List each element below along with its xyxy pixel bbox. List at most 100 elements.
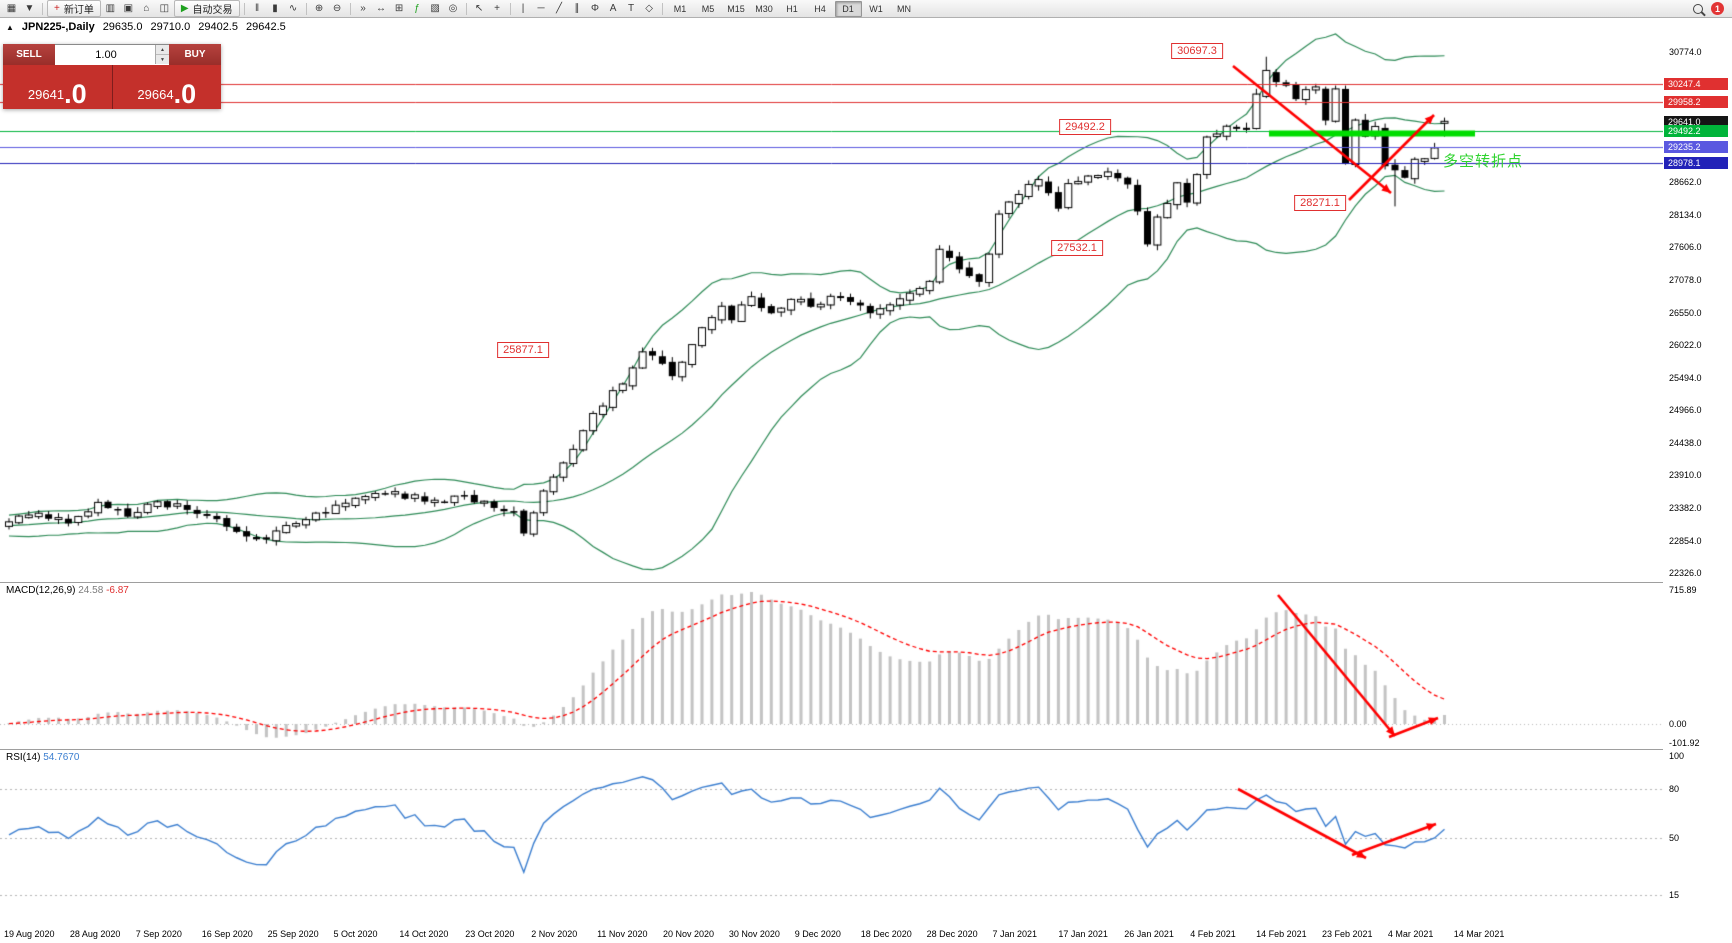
price-axis-label: 26550.0 bbox=[1669, 307, 1702, 318]
toolbar-separator bbox=[42, 2, 43, 15]
objects-icon[interactable]: ◎ bbox=[445, 1, 462, 16]
autotrading-button-label: 自动交易 bbox=[192, 5, 233, 16]
timeframe-H1[interactable]: H1 bbox=[786, 3, 798, 14]
timeframe-MN[interactable]: MN bbox=[897, 3, 912, 14]
volume-increase-button[interactable]: ▲ bbox=[156, 45, 169, 55]
grid-icon[interactable]: ⊞ bbox=[391, 1, 408, 16]
chart-shift-icon[interactable]: ↔ bbox=[373, 1, 390, 16]
timeframe-M30[interactable]: M30 bbox=[755, 3, 773, 14]
ask-price-main: 29664 bbox=[137, 86, 174, 102]
shapes-icon[interactable]: ◇ bbox=[641, 1, 658, 16]
volume-spinner: ▲ ▼ bbox=[155, 45, 169, 64]
market-watch-icon[interactable]: ▥ bbox=[102, 1, 119, 16]
timeframe-D1[interactable]: D1 bbox=[834, 0, 862, 17]
data-window-icon-glyph: ▣ bbox=[123, 3, 134, 14]
text-icon[interactable]: A bbox=[605, 1, 622, 16]
sell-button[interactable]: SELL bbox=[3, 44, 55, 65]
rsi-axis-label: 15 bbox=[1669, 890, 1680, 900]
trade-panel-collapse-arrow[interactable]: ▲ bbox=[6, 22, 14, 32]
terminal-icon[interactable]: ◫ bbox=[156, 1, 173, 16]
rsi-axis-label: 100 bbox=[1669, 751, 1685, 761]
indicators-icon[interactable]: ƒ bbox=[409, 1, 426, 16]
profiles-icon[interactable]: ▼ bbox=[21, 1, 38, 16]
market-watch-icon-glyph: ▥ bbox=[105, 3, 116, 14]
date-label: 7 Sep 2020 bbox=[135, 929, 182, 939]
bar-chart-icon[interactable]: ‖ bbox=[249, 1, 266, 16]
label-icon[interactable]: T bbox=[623, 1, 640, 16]
channel-icon[interactable]: ∥ bbox=[569, 1, 586, 16]
timeframe-M5[interactable]: M5 bbox=[701, 3, 715, 14]
sell-price-button[interactable]: 29641.0 bbox=[3, 65, 113, 109]
toolbar-separator bbox=[465, 2, 467, 15]
date-label: 4 Mar 2021 bbox=[1387, 929, 1434, 939]
data-window-icon[interactable]: ▣ bbox=[120, 1, 137, 16]
buy-button[interactable]: BUY bbox=[169, 44, 221, 65]
auto-scroll-icon[interactable]: » bbox=[355, 1, 372, 16]
notification-badge[interactable]: 1 bbox=[1711, 2, 1724, 15]
date-label: 2 Nov 2020 bbox=[531, 929, 578, 939]
price-axis-label: 30774.0 bbox=[1669, 47, 1702, 57]
price-axis-tag: 28978.1 bbox=[1664, 156, 1728, 169]
panel-separator[interactable] bbox=[0, 582, 1732, 583]
new-chart-icon[interactable]: ▦ bbox=[3, 1, 20, 16]
toolbar-separator bbox=[509, 2, 511, 15]
horizontal-line-icon-glyph: ─ bbox=[537, 3, 545, 14]
vertical-line-icon[interactable]: | bbox=[515, 1, 532, 16]
buy-price-button[interactable]: 29664.0 bbox=[112, 65, 221, 109]
date-label: 28 Dec 2020 bbox=[926, 929, 978, 939]
autotrading-button[interactable]: ▶ 自动交易 bbox=[173, 0, 240, 17]
fibonacci-icon[interactable]: Φ bbox=[587, 1, 604, 16]
search-glyph bbox=[1692, 3, 1703, 14]
auto-scroll-icon-glyph: » bbox=[360, 3, 366, 14]
volume-decrease-button[interactable]: ▼ bbox=[156, 55, 169, 64]
price-axis-label: 25494.0 bbox=[1669, 372, 1702, 383]
new-order-button[interactable]: + 新订单 bbox=[47, 0, 101, 17]
timeframe-M15[interactable]: M15 bbox=[727, 3, 745, 14]
line-chart-icon[interactable]: ∿ bbox=[285, 1, 302, 16]
price-annotation-box[interactable]: 25877.1 bbox=[497, 342, 549, 358]
date-label: 11 Nov 2020 bbox=[597, 929, 648, 939]
date-label: 14 Mar 2021 bbox=[1453, 929, 1505, 939]
time-axis[interactable]: 19 Aug 2020 28 Aug 2020 7 Sep 2020 16 Sep 2… bbox=[0, 925, 1663, 943]
channel-icon-glyph: ∥ bbox=[574, 3, 580, 14]
price-axis[interactable]: 30774.0 28662.0 28134.0 27606.0 27078.0 26550… bbox=[1663, 0, 1732, 943]
timeframe-M1[interactable]: M1 bbox=[673, 3, 687, 14]
search-icon[interactable] bbox=[1689, 1, 1706, 16]
zoom-out-icon[interactable]: ⊖ bbox=[329, 1, 346, 16]
chart-title-bar: ▲ JPN225-,Daily 29635.0 29710.0 29402.5 … bbox=[6, 21, 286, 33]
cursor-icon[interactable]: ↖ bbox=[471, 1, 488, 16]
price-annotation-box[interactable]: 29492.2 bbox=[1059, 119, 1111, 135]
crosshair-icon[interactable]: + bbox=[489, 1, 506, 16]
ohlc-open: 29635.0 bbox=[102, 21, 143, 33]
price-axis-tag: 29235.2 bbox=[1664, 140, 1728, 153]
chart-note-text[interactable]: 多空转折点 bbox=[1443, 153, 1524, 170]
trendline-icon[interactable]: ╱ bbox=[551, 1, 568, 16]
new-order-button-glyph: + bbox=[54, 3, 60, 14]
zoom-in-icon[interactable]: ⊕ bbox=[311, 1, 328, 16]
ohlc-close: 29642.5 bbox=[245, 21, 286, 33]
price-annotation-box[interactable]: 28271.1 bbox=[1294, 195, 1346, 211]
date-label: 26 Jan 2021 bbox=[1124, 929, 1174, 939]
crosshair-icon-glyph: + bbox=[494, 3, 500, 14]
candlestick-chart-icon[interactable]: ▮ bbox=[267, 1, 284, 16]
navigator-icon[interactable]: ⌂ bbox=[138, 1, 155, 16]
timeframe-H4[interactable]: H4 bbox=[814, 3, 826, 14]
templates-icon[interactable]: ▧ bbox=[427, 1, 444, 16]
panel-separator[interactable] bbox=[0, 749, 1732, 750]
price-axis-label: 27606.0 bbox=[1669, 242, 1702, 253]
macd-signal-value: -6.87 bbox=[106, 585, 129, 596]
price-annotation-box[interactable]: 30697.3 bbox=[1171, 43, 1223, 59]
chart-canvas[interactable] bbox=[0, 18, 1663, 943]
zoom-in-icon-glyph: ⊕ bbox=[314, 3, 324, 14]
horizontal-line-icon[interactable]: ─ bbox=[533, 1, 550, 16]
toolbar-separator bbox=[305, 2, 307, 15]
profiles-icon-glyph: ▼ bbox=[24, 3, 35, 14]
timeframe-W1[interactable]: W1 bbox=[869, 3, 883, 14]
date-label: 19 Aug 2020 bbox=[4, 929, 55, 939]
volume-input[interactable] bbox=[55, 45, 169, 65]
candlestick-chart-icon-glyph: ▮ bbox=[272, 3, 278, 14]
price-axis-tag: 30247.4 bbox=[1664, 78, 1728, 91]
price-annotation-box[interactable]: 27532.1 bbox=[1051, 240, 1103, 256]
date-label: 20 Nov 2020 bbox=[663, 929, 715, 939]
objects-icon-glyph: ◎ bbox=[448, 3, 458, 14]
